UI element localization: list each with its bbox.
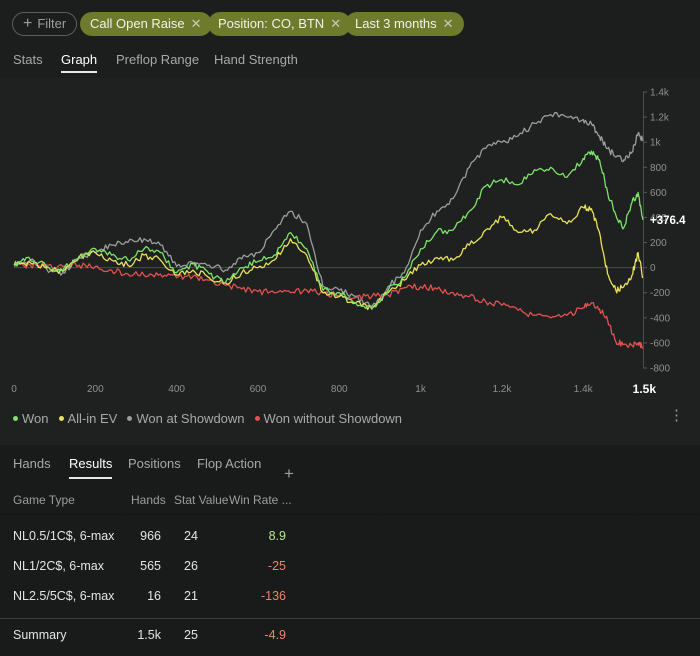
x-end-label: 1.5k [633, 382, 657, 396]
win-rate-cell: 8.9 [268, 529, 286, 543]
view-tabs: Stats Graph Preflop Range Hand Strength [0, 52, 700, 78]
stat-value-cell: 26 [184, 559, 198, 573]
add-filter-button[interactable]: + Filter [12, 12, 78, 36]
y-tick-label: 200 [650, 238, 667, 249]
y-tick-label: 1.2k [650, 113, 670, 124]
x-tick-label: 1k [415, 384, 427, 395]
filter-chip-label: Position: CO, BTN [218, 16, 325, 31]
tab-flop-action[interactable]: Flop Action [197, 456, 262, 471]
y-tick-label: 1.4k [650, 88, 670, 99]
stat-value-cell: 21 [184, 589, 198, 603]
more-options-icon[interactable]: ⋮ [669, 407, 684, 424]
summary-row[interactable]: Summary 1.5k 25 -4.9 [0, 620, 700, 650]
win-rate-cell: -4.9 [264, 628, 286, 642]
legend-item-won[interactable]: Won [13, 411, 49, 426]
legend-item-won-at-showdown[interactable]: Won at Showdown [127, 411, 245, 426]
tab-hands[interactable]: Hands [13, 456, 51, 471]
graph-legend: Won All-in EV Won at Showdown Won withou… [13, 411, 402, 426]
results-section: Hands Results Positions Flop Action + Ga… [0, 445, 700, 656]
y-tick-label: -200 [650, 288, 670, 299]
x-tick-label: 1.2k [492, 384, 512, 395]
tab-graph[interactable]: Graph [61, 52, 98, 73]
header-divider [0, 513, 700, 517]
x-tick-label: 0 [11, 384, 17, 395]
summary-label: Summary [13, 628, 67, 642]
tab-results[interactable]: Results [69, 456, 113, 479]
green-dot-icon [13, 416, 18, 421]
y-tick-label: 800 [650, 163, 667, 174]
series-line-won-without-showdown [13, 261, 644, 349]
x-tick-label: 800 [331, 384, 348, 395]
yellow-dot-icon [58, 416, 64, 421]
filter-bar: + Filter Call Open Raise ✕ Position: CO,… [0, 0, 700, 50]
column-header-stat-value[interactable]: Stat Value [174, 493, 229, 507]
close-icon[interactable]: ✕ [330, 16, 342, 31]
x-tick-label: 1.4k [574, 384, 594, 395]
table-row[interactable]: NL0.5/1C$, 6-max 966 24 8.9 [0, 521, 700, 551]
legend-label: Won without Showdown [263, 411, 403, 426]
gray-dot-icon [127, 416, 133, 421]
column-header-game-type[interactable]: Game Type [13, 493, 75, 507]
y-tick-label: 0 [650, 263, 656, 274]
hands-cell: 966 [140, 529, 161, 543]
y-tick-label: 400 [650, 213, 667, 224]
series-line-all-in-ev [13, 204, 644, 311]
y-tick-label: -800 [650, 364, 670, 375]
y-tick-label: -400 [650, 313, 670, 324]
hands-cell: 565 [140, 559, 161, 573]
plus-icon: + [23, 15, 33, 32]
legend-label: Won [22, 411, 49, 426]
win-rate-cell: -25 [267, 559, 286, 573]
filter-chip-label: Last 3 months [355, 16, 437, 31]
filter-chip-label: Call Open Raise [90, 16, 185, 31]
legend-label: Won at Showdown [136, 411, 245, 426]
graph-panel: 1.4k 1.2k 1k 800 600 400 200 0 -200 -400 -600 -800 0… [0, 78, 700, 445]
legend-label: All-in EV [67, 411, 118, 426]
filter-chip-call-open-raise[interactable]: Call Open Raise ✕ [80, 12, 212, 36]
red-dot-icon [254, 416, 260, 421]
y-tick-label: -600 [650, 338, 670, 349]
add-tab-icon[interactable]: + [284, 464, 294, 483]
y-tick-label: 1k [650, 138, 662, 149]
tab-preflop-range[interactable]: Preflop Range [116, 52, 200, 67]
series-line-won-at-showdown [13, 112, 644, 308]
win-rate-cell: -136 [260, 589, 286, 603]
column-header-hands[interactable]: Hands [131, 493, 166, 507]
legend-item-won-without-showdown[interactable]: Won without Showdown [254, 411, 403, 426]
hands-cell: 1.5k [137, 628, 161, 642]
table-row[interactable]: NL1/2C$, 6-max 565 26 -25 [0, 551, 700, 581]
x-tick-label: 600 [250, 384, 267, 395]
tab-hand-strength[interactable]: Hand Strength [214, 52, 298, 67]
x-tick-label: 400 [168, 384, 185, 395]
game-type-cell: NL2.5/5C$, 6-max [13, 589, 115, 603]
close-icon[interactable]: ✕ [442, 16, 454, 31]
summary-divider [0, 618, 700, 619]
legend-item-all-in-ev[interactable]: All-in EV [58, 411, 118, 426]
game-type-cell: NL1/2C$, 6-max [13, 559, 105, 573]
results-graph: 1.4k 1.2k 1k 800 600 400 200 0 -200 -400 -600 -800 0… [11, 88, 686, 397]
game-type-cell: NL0.5/1C$, 6-max [13, 529, 115, 543]
table-row[interactable]: NL2.5/5C$, 6-max 16 21 -136 [0, 581, 700, 611]
tab-positions[interactable]: Positions [128, 456, 181, 471]
series-line-won [13, 150, 644, 310]
add-filter-label: Filter [37, 16, 67, 31]
x-tick-label: 200 [87, 384, 104, 395]
hands-cell: 16 [147, 589, 161, 603]
filter-chip-position[interactable]: Position: CO, BTN ✕ [208, 12, 352, 36]
close-icon[interactable]: ✕ [190, 16, 202, 31]
filter-chip-last-3-months[interactable]: Last 3 months ✕ [345, 12, 464, 36]
tab-stats[interactable]: Stats [13, 52, 43, 67]
column-header-win-rate[interactable]: Win Rate ... [229, 493, 292, 507]
result-tabs: Hands Results Positions Flop Action + [0, 456, 700, 483]
stat-value-cell: 24 [184, 529, 198, 543]
stat-value-cell: 25 [184, 628, 198, 642]
y-tick-label: 600 [650, 188, 667, 199]
current-value-label: +376.4 [650, 215, 686, 227]
